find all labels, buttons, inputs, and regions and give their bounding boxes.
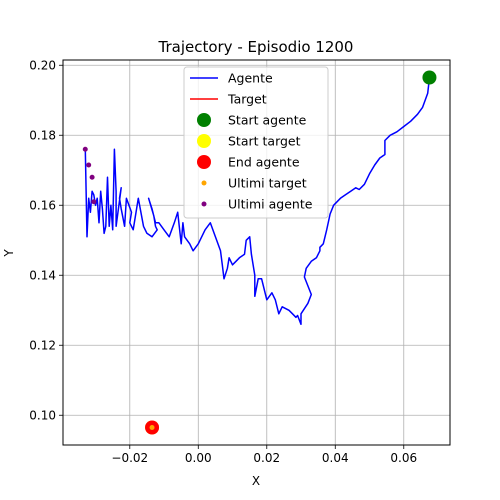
x-tick-label: 0.04 bbox=[322, 451, 349, 465]
x-tick-label: 0.02 bbox=[253, 451, 280, 465]
legend-label-end-agente: End agente bbox=[228, 155, 300, 170]
series-ultimi-agente-point bbox=[91, 199, 97, 205]
y-tick-label: 0.12 bbox=[29, 338, 56, 352]
y-tick-label: 0.10 bbox=[29, 408, 56, 422]
y-axis-label: Y bbox=[2, 249, 16, 258]
legend-label-ultimi-agente: Ultimi agente bbox=[228, 197, 313, 212]
legend-label-start-agente: Start agente bbox=[228, 113, 307, 128]
legend-label-start-target: Start target bbox=[228, 134, 301, 149]
series-ultimi-target-point bbox=[149, 425, 155, 430]
y-tick-label: 0.16 bbox=[29, 198, 56, 212]
series-ultimi-agente-point bbox=[82, 146, 88, 152]
x-tick-label: 0.06 bbox=[390, 451, 417, 465]
legend-label-ultimi-target: Ultimi target bbox=[228, 176, 307, 191]
legend: Agente Target Start agente Start target End … bbox=[183, 66, 329, 219]
x-axis-label: X bbox=[252, 474, 260, 488]
x-axis-ticks: −0.02 0.00 0.02 0.04 0.06 bbox=[111, 445, 417, 465]
plot-area-frame bbox=[62, 59, 451, 446]
legend-swatch-start-target bbox=[197, 134, 211, 148]
series-start-agente-point bbox=[422, 70, 437, 85]
legend-swatch-start-agente bbox=[197, 113, 211, 127]
x-tick-label: −0.02 bbox=[111, 451, 148, 465]
legend-label-agente: Agente bbox=[228, 71, 273, 86]
legend-swatch-end-agente bbox=[197, 155, 211, 169]
legend-swatch-ultimi-target bbox=[201, 180, 207, 186]
plot-series bbox=[82, 70, 437, 435]
series-ultimi-agente-point bbox=[86, 162, 92, 168]
legend-box bbox=[183, 66, 329, 219]
legend-label-target: Target bbox=[227, 92, 267, 107]
y-tick-label: 0.20 bbox=[29, 58, 56, 72]
legend-swatch-ultimi-agente bbox=[201, 201, 207, 207]
series-ultimi-agente-point bbox=[89, 174, 95, 180]
series-agente-line bbox=[84, 77, 431, 326]
y-axis-ticks: 0.10 0.12 0.14 0.16 0.18 0.20 bbox=[29, 58, 63, 422]
chart-title: Trajectory - Episodio 1200 bbox=[158, 38, 354, 56]
y-tick-label: 0.14 bbox=[29, 268, 56, 282]
x-tick-label: 0.00 bbox=[185, 451, 212, 465]
y-tick-label: 0.18 bbox=[29, 128, 56, 142]
